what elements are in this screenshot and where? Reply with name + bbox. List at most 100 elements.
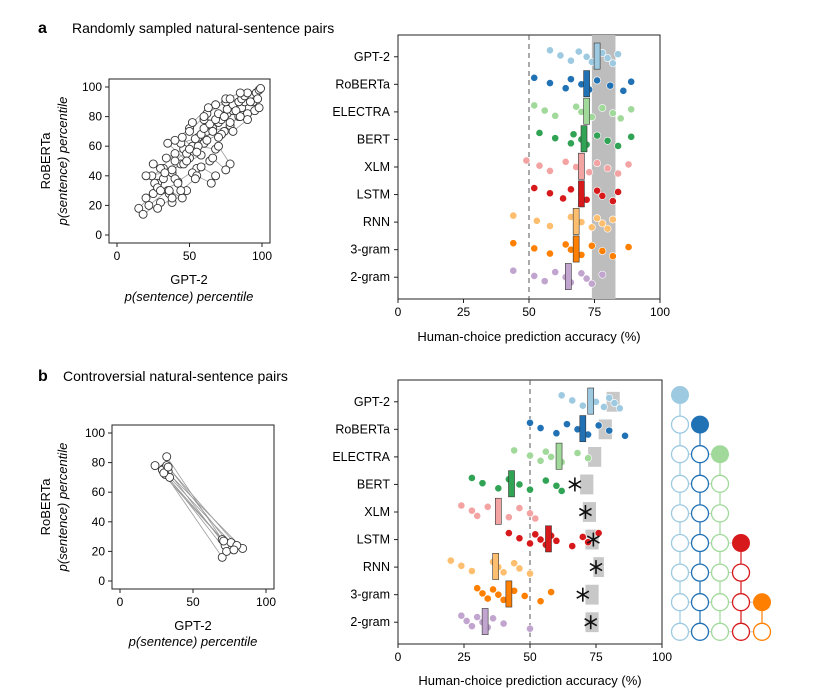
subject-point: [593, 159, 602, 167]
model-label: GPT-2: [354, 395, 390, 409]
significance-star: [586, 535, 600, 544]
scatter-b-xlabel-2: p(sentence) percentile: [128, 634, 258, 649]
subject-point: [522, 156, 531, 165]
mean-bar: [508, 470, 515, 498]
mean-bar: [578, 180, 585, 208]
subject-point: [483, 502, 492, 511]
model-label: RNN: [363, 560, 390, 574]
significance-star: [568, 480, 582, 489]
subject-point: [526, 451, 534, 460]
x-tick-label: 100: [252, 249, 272, 263]
lattice-node: [670, 622, 690, 641]
data-point: [199, 123, 209, 133]
data-point: [214, 132, 223, 142]
y-tick-label: 20: [89, 198, 103, 212]
pair-line: [164, 474, 223, 558]
data-point: [173, 178, 183, 188]
subject-point: [478, 479, 487, 488]
subject-point: [587, 223, 596, 232]
scatter-a-xlabel: GPT-2: [170, 272, 208, 287]
mean-bar: [481, 608, 489, 635]
subject-point: [531, 530, 540, 539]
x-tick-label: 50: [183, 249, 197, 263]
scatter-a-xlabel-2: p(sentence) percentile: [124, 289, 254, 304]
subject-point: [614, 169, 622, 178]
x-tick-label: 0: [117, 595, 124, 609]
subject-point: [530, 272, 539, 280]
data-point: [202, 135, 212, 145]
data-point: [141, 193, 151, 203]
subject-point: [608, 215, 617, 224]
model-label: LSTM: [357, 533, 390, 547]
data-point: [253, 94, 263, 104]
scatter-b-marks: [150, 452, 248, 562]
data-point: [176, 186, 186, 196]
subject-point: [563, 420, 571, 429]
data-point: [229, 545, 239, 555]
subject-point: [468, 567, 476, 575]
strip-plot-a: 0 25 50 75 100 GPT-2 RoBERTa ELECTRA BERT XLM LST…: [332, 34, 670, 344]
data-point: [225, 159, 235, 169]
subject-point: [530, 184, 539, 192]
scatter-a-yticks: 0 20 40 60 80 100: [82, 80, 109, 242]
data-point: [187, 118, 197, 127]
data-point: [134, 203, 144, 213]
mean-bar: [505, 580, 513, 608]
model-label: 2-gram: [350, 270, 390, 284]
panel-a-letter: a: [38, 20, 47, 37]
subject-point: [582, 52, 591, 61]
data-point: [231, 106, 241, 116]
data-point: [243, 115, 252, 125]
lattice-node: [731, 622, 751, 641]
strip-b-model-labels: GPT-2 RoBERTa ELECTRA BERT XLM LSTM RNN 3-gram 2…: [332, 395, 398, 629]
strip-b-xlabel: Human-choice prediction accuracy (%): [418, 673, 641, 688]
subject-point: [499, 568, 508, 577]
subject-point: [608, 59, 617, 68]
subject-point: [446, 556, 455, 565]
significance-star: [584, 618, 598, 627]
data-point: [177, 132, 187, 142]
x-tick-label: 0: [114, 249, 121, 263]
y-tick-label: 100: [85, 426, 105, 440]
model-label: 3-gram: [350, 243, 390, 257]
scatter-b-ylabel: RoBERTa: [38, 478, 53, 536]
scatter-a-marks: [134, 84, 265, 219]
mean-bar: [578, 152, 585, 180]
subject-point: [473, 613, 482, 621]
data-point: [190, 174, 200, 184]
subject-point: [473, 512, 482, 520]
subject-point: [568, 396, 577, 405]
subject-point: [598, 270, 607, 279]
mean-bar: [555, 442, 563, 470]
subject-point: [540, 106, 549, 115]
lattice-node: [731, 563, 751, 582]
y-tick-label: 0: [98, 574, 105, 588]
subject-point: [535, 161, 544, 170]
subject-point: [547, 588, 556, 596]
noise-ceiling-band: [591, 35, 616, 299]
subject-point: [624, 160, 633, 169]
subject-point: [606, 81, 615, 90]
subject-point: [608, 252, 617, 261]
lattice-node: [670, 415, 690, 434]
subject-point: [603, 224, 612, 233]
data-point: [245, 97, 255, 107]
subject-point: [468, 622, 476, 631]
subject-point: [561, 240, 570, 249]
subject-point: [541, 476, 550, 485]
subject-point: [616, 114, 625, 123]
lattice-node: [670, 504, 690, 523]
subject-point: [510, 446, 519, 455]
subject-point: [627, 132, 636, 141]
strip-b-marks: [446, 380, 629, 644]
data-point: [159, 468, 169, 478]
data-point: [199, 112, 209, 122]
lattice-node: [710, 593, 730, 612]
lattice-node: [670, 445, 690, 464]
y-tick-label: 40: [89, 169, 103, 183]
data-point: [208, 126, 218, 136]
x-tick-label: 100: [256, 595, 276, 609]
lattice-node: [731, 593, 751, 612]
model-label: RoBERTa: [335, 422, 390, 436]
